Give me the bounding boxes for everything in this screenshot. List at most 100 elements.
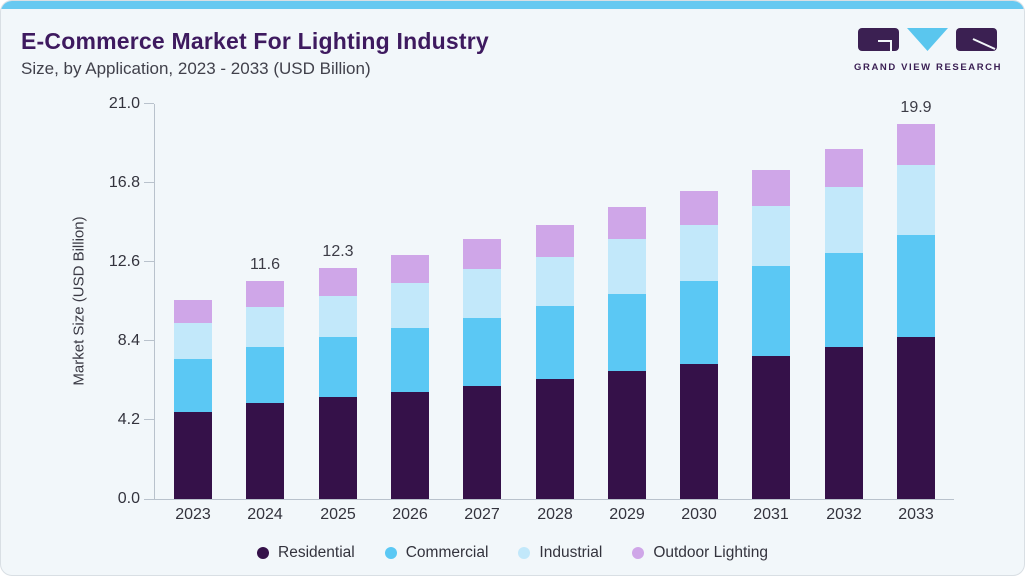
y-tick-label: 21.0 xyxy=(108,95,140,112)
y-tick xyxy=(144,419,154,420)
y-tick xyxy=(144,182,154,183)
y-tick xyxy=(144,340,154,341)
bar-group-2030: 2030 xyxy=(680,191,718,523)
legend: Residential Commercial Industrial Outdoor L… xyxy=(1,544,1024,562)
y-tick-label: 16.8 xyxy=(108,174,140,191)
bar-segment-commercial xyxy=(752,266,790,356)
chart-subtitle: Size, by Application, 2023 - 2033 (USD B… xyxy=(21,59,371,78)
y-tick-label: 12.6 xyxy=(108,253,140,270)
bar-segment-residential xyxy=(897,337,935,499)
x-tick-label: 2024 xyxy=(247,506,283,523)
bar-segment-outdoor-lighting xyxy=(391,255,429,283)
bar-segment-commercial xyxy=(608,294,646,371)
bar-segment-industrial xyxy=(174,323,212,359)
total-label-2033: 19.9 xyxy=(900,99,932,116)
bar-segment-industrial xyxy=(246,307,284,347)
bar-segment-outdoor-lighting xyxy=(319,268,357,296)
x-tick-label: 2030 xyxy=(681,506,717,523)
bar-segment-outdoor-lighting xyxy=(246,281,284,307)
y-tick-label: 8.4 xyxy=(117,332,140,349)
bar-segment-outdoor-lighting xyxy=(174,300,212,323)
chart-title: E-Commerce Market For Lighting Industry xyxy=(21,28,489,54)
bar-segment-residential xyxy=(825,347,863,499)
bar-segment-outdoor-lighting xyxy=(536,225,574,257)
legend-label: Residential xyxy=(278,544,355,561)
x-axis-line xyxy=(144,499,954,500)
bar-segment-commercial xyxy=(174,359,212,412)
x-tick-label: 2033 xyxy=(898,506,934,523)
bar-segment-residential xyxy=(391,392,429,499)
total-label-2025: 12.3 xyxy=(322,243,354,260)
gvr-logo: GRAND VIEW RESEARCH xyxy=(854,27,1002,73)
bar-segment-residential xyxy=(174,412,212,499)
bar-segment-residential xyxy=(608,371,646,499)
bar-segment-residential xyxy=(752,356,790,499)
bar-segment-residential xyxy=(463,386,501,499)
bar-group-2025: 2025 12.3 xyxy=(319,243,357,523)
y-tick xyxy=(144,103,154,104)
x-tick-label: 2028 xyxy=(537,506,573,523)
bar-segment-industrial xyxy=(536,257,574,306)
bar-segment-outdoor-lighting xyxy=(825,149,863,187)
y-tick xyxy=(144,261,154,262)
top-accent-bar xyxy=(1,1,1024,9)
bar-group-2033: 2033 19.9 xyxy=(897,99,935,523)
bar-segment-outdoor-lighting xyxy=(608,207,646,239)
bar-segment-outdoor-lighting xyxy=(752,170,790,206)
y-tick-label: 0.0 xyxy=(117,490,140,507)
legend-swatch-icon xyxy=(257,547,270,559)
legend-label: Outdoor Lighting xyxy=(653,544,768,561)
gvr-logo-text: GRAND VIEW RESEARCH xyxy=(854,62,1003,73)
bar-segment-industrial xyxy=(463,269,501,318)
legend-item-residential: Residential xyxy=(257,544,355,562)
bar-segment-residential xyxy=(246,403,284,499)
legend-swatch-icon xyxy=(384,547,397,559)
total-label-2024: 11.6 xyxy=(250,256,280,273)
legend-item-industrial: Industrial xyxy=(518,544,602,562)
bar-segment-industrial xyxy=(897,165,935,235)
bar-segment-residential xyxy=(680,364,718,499)
x-tick-label: 2031 xyxy=(753,506,789,523)
legend-label: Industrial xyxy=(539,544,603,561)
bar-segment-outdoor-lighting xyxy=(680,191,718,225)
y-tick-label: 4.2 xyxy=(117,411,140,428)
bar-group-2027: 2027 xyxy=(463,239,501,523)
bar-group-2026: 2026 xyxy=(391,255,429,523)
bar-segment-industrial xyxy=(825,187,863,253)
x-tick-label: 2023 xyxy=(175,506,211,523)
bar-segment-commercial xyxy=(536,306,574,379)
legend-swatch-icon xyxy=(518,547,531,559)
bar-segment-residential xyxy=(319,397,357,499)
x-tick-label: 2027 xyxy=(464,506,500,523)
legend-swatch-icon xyxy=(632,547,645,559)
bar-segment-industrial xyxy=(680,225,718,281)
y-axis-title: Market Size (USD Billion) xyxy=(70,216,88,386)
bar-segment-outdoor-lighting xyxy=(897,124,935,165)
legend-label: Commercial xyxy=(405,544,489,561)
bar-segment-commercial xyxy=(680,281,718,364)
bar-segment-residential xyxy=(536,379,574,499)
bar-segment-commercial xyxy=(825,253,863,347)
y-axis-line xyxy=(154,104,155,499)
legend-item-outdoor-lighting: Outdoor Lighting xyxy=(632,544,768,562)
bar-segment-industrial xyxy=(319,296,357,337)
bar-segment-commercial xyxy=(463,318,501,386)
gvr-logo-mark xyxy=(858,28,997,51)
x-tick-label: 2032 xyxy=(826,506,862,523)
legend-item-commercial: Commercial xyxy=(384,544,489,562)
bar-segment-commercial xyxy=(391,328,429,392)
bar-group-2024: 2024 11.6 xyxy=(246,256,284,523)
gvr-logo-g-block xyxy=(858,28,899,51)
x-tick-label: 2029 xyxy=(609,506,645,523)
bar-segment-commercial xyxy=(246,347,284,403)
bar-group-2032: 2032 xyxy=(825,149,863,523)
bar-segment-industrial xyxy=(752,206,790,266)
y-tick xyxy=(144,499,154,500)
bar-group-2028: 2028 xyxy=(536,225,574,523)
x-tick-label: 2026 xyxy=(392,506,428,523)
x-tick-label: 2025 xyxy=(320,506,356,523)
bar-group-2031: 2031 xyxy=(752,170,790,523)
bar-group-2029: 2029 xyxy=(608,207,646,523)
bar-segment-outdoor-lighting xyxy=(463,239,501,269)
